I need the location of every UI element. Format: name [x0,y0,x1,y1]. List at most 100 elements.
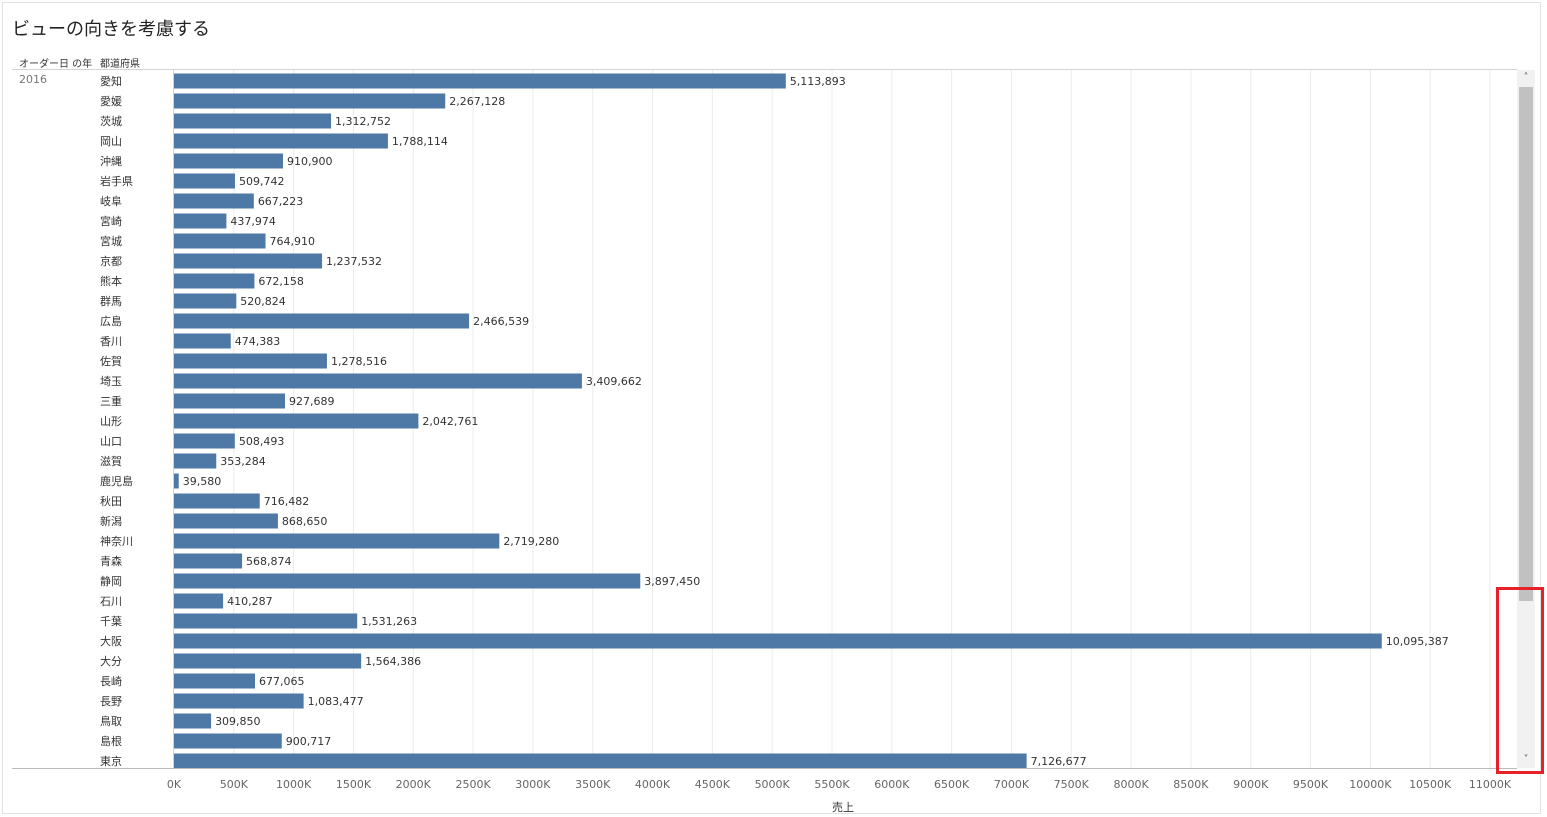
x-tick-label: 3000K [515,778,551,791]
x-tick-label: 4000K [635,778,671,791]
category-label[interactable]: 愛知 [100,74,122,88]
x-tick-label: 4500K [695,778,731,791]
bar[interactable] [174,113,332,129]
year-cell[interactable]: 2016 [19,73,47,86]
category-label[interactable]: 愛媛 [100,94,122,108]
bar[interactable] [174,293,237,309]
bar[interactable] [174,173,235,189]
bar[interactable] [174,253,323,269]
category-label[interactable]: 鹿児島 [100,474,133,488]
category-label[interactable]: 宮城 [100,234,122,248]
bar[interactable] [174,413,419,429]
category-label[interactable]: 島根 [100,734,122,748]
data-label: 39,580 [183,475,222,488]
bar[interactable] [174,233,266,249]
bar[interactable] [174,153,283,169]
bar[interactable] [174,393,285,409]
category-label[interactable]: 石川 [100,595,122,608]
bar[interactable] [174,133,388,149]
category-label[interactable]: 茨城 [100,114,122,128]
data-label: 2,466,539 [473,315,529,328]
category-label[interactable]: 岐阜 [100,195,122,208]
bar[interactable] [174,353,327,369]
bar[interactable] [174,573,641,589]
bar[interactable] [174,753,1027,769]
bar[interactable] [174,273,255,289]
bar[interactable] [174,333,231,349]
x-tick-label: 6500K [934,778,970,791]
x-tick-label: 2500K [455,778,491,791]
bar[interactable] [174,613,358,629]
data-label: 309,850 [215,715,261,728]
x-axis-title[interactable]: 売上 [832,801,854,814]
bar[interactable] [174,593,224,609]
bar[interactable] [174,73,786,89]
bar[interactable] [174,373,582,389]
bar[interactable] [174,653,362,669]
bar[interactable] [174,553,243,569]
category-label[interactable]: 静岡 [100,574,122,588]
bar[interactable] [174,473,179,489]
bar[interactable] [174,533,500,549]
data-label: 667,223 [258,195,304,208]
category-label[interactable]: 京都 [100,254,122,268]
bar[interactable] [174,433,235,449]
bar[interactable] [174,713,212,729]
category-label[interactable]: 山口 [100,435,122,448]
data-label: 508,493 [239,435,285,448]
data-label: 410,287 [227,595,273,608]
category-label[interactable]: 鳥取 [100,714,122,728]
data-label: 1,083,477 [308,695,364,708]
category-label[interactable]: 佐賀 [100,354,122,368]
category-label[interactable]: 香川 [100,335,122,348]
category-label[interactable]: 滋賀 [100,455,122,468]
bar[interactable] [174,493,260,509]
data-label: 509,742 [239,175,285,188]
category-label[interactable]: 神奈川 [100,534,133,548]
bar[interactable] [174,313,470,329]
data-label: 520,824 [240,295,286,308]
bar[interactable] [174,693,304,709]
x-tick-label: 3500K [575,778,611,791]
scroll-up-icon[interactable]: ˄ [1523,72,1529,83]
scroll-thumb[interactable] [1519,87,1533,601]
category-label[interactable]: 宮崎 [100,214,122,228]
category-label[interactable]: 秋田 [100,494,122,508]
scroll-down-icon[interactable]: ˅ [1523,754,1529,765]
bar[interactable] [174,673,256,689]
x-tick-label: 5000K [755,778,791,791]
data-label: 474,383 [235,335,281,348]
category-label[interactable]: 沖縄 [100,154,122,168]
bar[interactable] [174,193,254,209]
bar[interactable] [174,93,446,109]
category-label[interactable]: 三重 [100,394,122,408]
x-tick-label: 7500K [1054,778,1090,791]
category-label[interactable]: 長崎 [100,674,122,688]
category-label[interactable]: 大阪 [100,634,122,648]
category-label[interactable]: 岡山 [100,135,122,148]
category-label[interactable]: 千葉 [100,614,122,628]
bar[interactable] [174,633,1382,649]
plot-left-border [173,70,174,768]
bar[interactable] [174,513,278,529]
vertical-scrollbar[interactable]: ˄ ˅ [1517,70,1535,768]
category-label[interactable]: 東京 [100,754,122,768]
category-label[interactable]: 大分 [100,654,122,668]
category-label[interactable]: 岩手県 [100,174,133,188]
category-label[interactable]: 広島 [100,314,122,328]
category-label[interactable]: 山形 [100,415,122,428]
category-label[interactable]: 新潟 [100,514,122,528]
category-label[interactable]: 埼玉 [100,374,122,388]
category-label[interactable]: 群馬 [100,294,122,308]
data-label: 568,874 [246,555,292,568]
bar[interactable] [174,453,217,469]
category-label[interactable]: 青森 [100,554,122,568]
header-prefecture[interactable]: 都道府県 [100,59,140,70]
category-label[interactable]: 長野 [100,695,122,708]
category-label[interactable]: 熊本 [100,274,122,288]
header-year[interactable]: オーダー日 の年 [19,59,93,70]
bar[interactable] [174,733,282,749]
bar[interactable] [174,213,227,229]
